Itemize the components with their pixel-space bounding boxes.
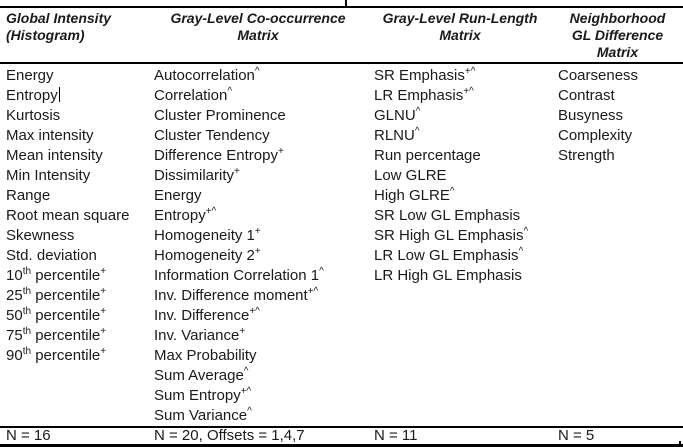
feature-item: Cluster Prominence <box>154 107 286 124</box>
column-header-neighborhood-gl-difference: Neighborhood GL Difference Matrix <box>552 9 683 61</box>
top-tick <box>345 0 347 6</box>
column-count-neighborhood-gl-difference: N = 5 <box>558 427 595 444</box>
feature-item: Energy <box>154 187 202 204</box>
header-line: Matrix <box>237 27 279 43</box>
feature-item: LR Low GL Emphasis^ <box>374 246 524 265</box>
feature-item: Autocorrelation^ <box>154 66 260 85</box>
header-line: Matrix <box>596 44 639 60</box>
feature-item: LR High GL Emphasis <box>374 267 522 284</box>
header-line: GL Difference <box>571 27 664 43</box>
feature-item: 75th percentile+ <box>6 326 107 345</box>
header-line: Gray-Level Co-occurrence <box>170 10 346 26</box>
header-line: Matrix <box>439 27 481 43</box>
feature-item: Inv. Difference moment+^ <box>154 286 319 305</box>
feature-item: GLNU^ <box>374 106 421 125</box>
feature-item: Std. deviation <box>6 247 97 264</box>
feature-item: SR Emphasis+^ <box>374 66 476 85</box>
feature-item: 50th percentile+ <box>6 306 107 325</box>
feature-item: 25th percentile+ <box>6 286 107 305</box>
column-header-global-intensity: Global Intensity (Histogram) <box>0 9 148 61</box>
column-items-neighborhood-gl-difference: Coarseness Contrast Busyness Complexity Stre… <box>552 66 683 426</box>
table-header-row: Global Intensity (Histogram) Gray-Level Co… <box>0 6 683 64</box>
feature-item: Dissimilarity+ <box>154 166 240 185</box>
header-line: Gray-Level Run-Length <box>382 10 538 26</box>
column-header-gray-level-cooccurrence: Gray-Level Co-occurrence Matrix <box>148 9 368 61</box>
feature-item: Cluster Tendency <box>154 127 270 144</box>
table-body-row: Energy Entropy Kurtosis Max intensity Mean i… <box>0 64 683 426</box>
feature-item: Sum Entropy+^ <box>154 386 252 405</box>
feature-item: Root mean square <box>6 207 130 224</box>
feature-item: Contrast <box>558 87 615 104</box>
feature-item: Information Correlation 1^ <box>154 266 324 285</box>
feature-item: Sum Average^ <box>154 366 249 385</box>
feature-item: Inv. Difference+^ <box>154 306 260 325</box>
feature-item: Max intensity <box>6 127 94 144</box>
feature-item: 90th percentile+ <box>6 346 107 365</box>
feature-item: Max Probability <box>154 347 257 364</box>
feature-item: Inv. Variance+ <box>154 326 246 345</box>
feature-item: Complexity <box>558 127 633 144</box>
feature-item: Difference Entropy+ <box>154 146 284 165</box>
feature-item: Strength <box>558 147 615 164</box>
feature-item: Energy <box>6 67 54 84</box>
column-count-global-intensity: N = 16 <box>6 427 51 444</box>
feature-item: Range <box>6 187 51 204</box>
header-line: (Histogram) <box>6 27 85 43</box>
feature-item: Homogeneity 2+ <box>154 246 261 265</box>
feature-item: Run percentage <box>374 147 481 164</box>
bottom-right-tick <box>679 441 681 447</box>
feature-item: SR High GL Emphasis^ <box>374 226 529 245</box>
feature-item: RLNU^ <box>374 126 420 145</box>
feature-item: Coarseness <box>558 67 639 84</box>
column-header-gray-level-run-length: Gray-Level Run-Length Matrix <box>368 9 552 61</box>
header-line: Neighborhood <box>569 10 666 26</box>
column-count-gray-level-run-length: N = 11 <box>374 427 418 444</box>
column-count-gray-level-cooccurrence: N = 20, Offsets = 1,4,7 <box>154 427 305 444</box>
header-line: Global Intensity <box>6 10 112 26</box>
feature-item: Skewness <box>6 227 75 244</box>
feature-item: Min Intensity <box>6 167 91 184</box>
feature-item: High GLRE^ <box>374 186 455 205</box>
text-cursor <box>58 87 60 102</box>
feature-item: Correlation^ <box>154 86 233 105</box>
feature-item: Entropy+^ <box>154 206 217 225</box>
feature-item: Mean intensity <box>6 147 103 164</box>
feature-item: Entropy <box>6 87 60 104</box>
column-items-gray-level-run-length: SR Emphasis+^ LR Emphasis+^ GLNU^ RLNU^ Run … <box>368 66 552 426</box>
feature-item: Homogeneity 1+ <box>154 226 261 245</box>
feature-item: Kurtosis <box>6 107 61 124</box>
feature-item: Sum Variance^ <box>154 406 252 425</box>
feature-table: Global Intensity (Histogram) Gray-Level Co… <box>0 6 683 447</box>
feature-item: 10th percentile+ <box>6 266 107 285</box>
feature-item: LR Emphasis+^ <box>374 86 474 105</box>
feature-item: Low GLRE <box>374 167 447 184</box>
column-items-global-intensity: Energy Entropy Kurtosis Max intensity Mean i… <box>0 66 148 426</box>
feature-item: SR Low GL Emphasis <box>374 207 521 224</box>
column-items-gray-level-cooccurrence: Autocorrelation^ Correlation^ Cluster Prom… <box>148 66 368 426</box>
feature-item: Busyness <box>558 107 624 124</box>
table-footer-row: N = 16 N = 20, Offsets = 1,4,7 N = 11 N = 5 <box>0 426 683 447</box>
